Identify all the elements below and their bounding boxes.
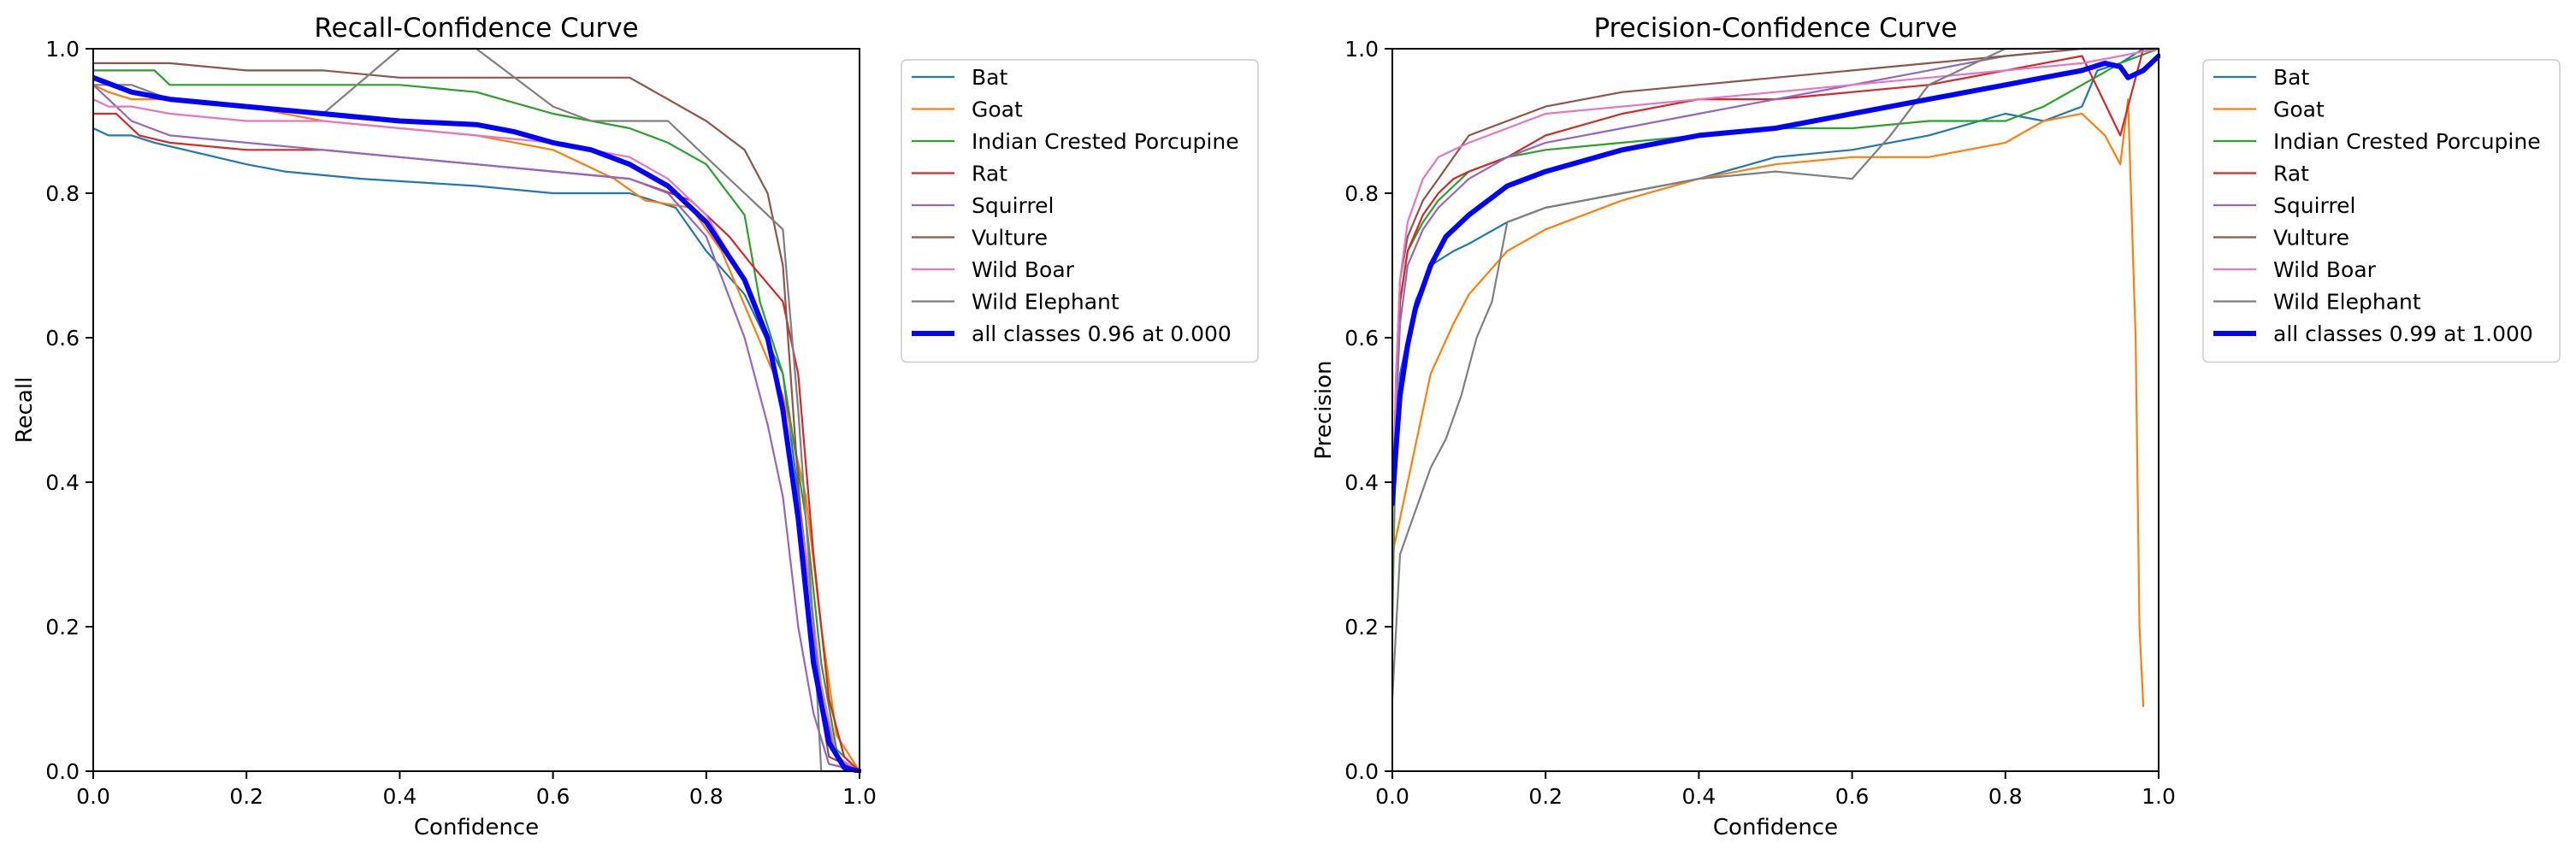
y-tick-label: 0.0: [45, 759, 80, 784]
series-line-rat: [93, 112, 861, 773]
legend-label: Vulture: [2273, 226, 2349, 251]
legend-label: Indian Crested Porcupine: [972, 129, 1239, 154]
series-line-wild-boar: [93, 98, 861, 773]
y-tick-label: 1.0: [1344, 37, 1379, 62]
plot-frame: [1391, 48, 2159, 772]
y-tick-label: 0.8: [1344, 181, 1379, 206]
x-tick-label: 1.0: [842, 784, 877, 809]
series-line-goat: [1392, 98, 2145, 708]
chart-title: Recall-Confidence Curve: [314, 13, 638, 44]
x-tick-label: 0.6: [1835, 784, 1870, 809]
series-line-indian-crested-porcupine: [93, 69, 861, 773]
y-tick-label: 0.2: [1344, 615, 1379, 640]
legend-label: Rat: [2273, 162, 2309, 186]
series-line-squirrel: [1392, 47, 2160, 556]
legend-label: Wild Elephant: [972, 290, 1120, 315]
series-line-vulture: [93, 62, 861, 773]
legend-label: all classes 0.99 at 1.000: [2273, 321, 2533, 346]
legend: Bat Goat Indian Crested Porcupine Rat Squirr…: [901, 59, 1259, 363]
series-group: [93, 47, 861, 773]
series-line-wild-elephant: [93, 47, 861, 773]
series-line-all-classes-0-99-at-1-000: [1392, 53, 2160, 507]
plot-frame: [92, 48, 860, 772]
series-group: [1392, 47, 2160, 708]
y-axis-label: Recall: [12, 377, 38, 444]
series-line-all-classes-0-96-at-0-000: [93, 74, 861, 773]
y-tick-label: 0.8: [45, 181, 80, 206]
x-tick-label: 0.8: [689, 784, 724, 809]
y-tick-label: 0.0: [1344, 759, 1379, 784]
chart-recall-confidence: Recall-Confidence Curve 0.0 0.2 0.4 0.6 0.8 1.…: [12, 13, 1259, 840]
legend-box: [901, 59, 1259, 363]
chart-title: Precision-Confidence Curve: [1593, 13, 1957, 44]
legend-label: Squirrel: [972, 193, 1054, 218]
y-tick-label: 1.0: [45, 37, 80, 62]
x-tick-label: 1.0: [2142, 784, 2176, 809]
x-axis-label: Confidence: [414, 815, 539, 840]
y-tick-label: 0.4: [45, 470, 80, 495]
legend-label: all classes 0.96 at 0.000: [972, 321, 1232, 346]
x-tick-label: 0.4: [383, 784, 417, 809]
series-line-bat: [93, 127, 861, 773]
y-tick-label: 0.2: [45, 615, 80, 640]
legend-label: Goat: [972, 97, 1023, 122]
x-tick-label: 0.0: [1375, 784, 1409, 809]
y-axis-label: Precision: [1311, 360, 1337, 459]
x-tick-label: 0.4: [1682, 784, 1716, 809]
x-tick-label: 0.8: [1988, 784, 2023, 809]
series-line-rat: [1392, 47, 2160, 556]
x-axis-label: Confidence: [1713, 815, 1838, 840]
legend-label: Vulture: [972, 226, 1048, 251]
x-tick-label: 0.2: [1528, 784, 1563, 809]
legend-label: Wild Elephant: [2273, 290, 2421, 315]
legend-label: Indian Crested Porcupine: [2273, 129, 2541, 154]
x-tick-label: 0.6: [536, 784, 570, 809]
series-line-bat: [1392, 47, 2160, 484]
series-line-wild-boar: [1392, 47, 2160, 556]
legend-box: [2202, 59, 2561, 363]
chart-precision-confidence: Precision-Confidence Curve 0.0 0.2 0.4 0.6 0.…: [1311, 13, 2561, 840]
series-line-squirrel: [93, 84, 861, 773]
series-line-wild-elephant: [1392, 47, 2160, 700]
legend-label: Wild Boar: [972, 257, 1075, 282]
legend-label: Wild Boar: [2273, 257, 2377, 282]
y-tick-label: 0.4: [1344, 470, 1379, 495]
series-line-indian-crested-porcupine: [1392, 47, 2160, 628]
legend-label: Rat: [972, 162, 1007, 186]
series-line-goat: [93, 84, 861, 773]
series-line-vulture: [1392, 47, 2160, 520]
legend-label: Bat: [972, 65, 1007, 90]
legend-label: Bat: [2273, 65, 2309, 90]
x-tick-label: 0.2: [229, 784, 263, 809]
y-tick-label: 0.6: [1344, 326, 1379, 351]
y-tick-label: 0.6: [45, 326, 80, 351]
x-tick-label: 0.0: [76, 784, 110, 809]
legend-label: Squirrel: [2273, 193, 2355, 218]
legend-label: Goat: [2273, 97, 2325, 122]
legend: Bat Goat Indian Crested Porcupine Rat Squirr…: [2202, 59, 2561, 363]
